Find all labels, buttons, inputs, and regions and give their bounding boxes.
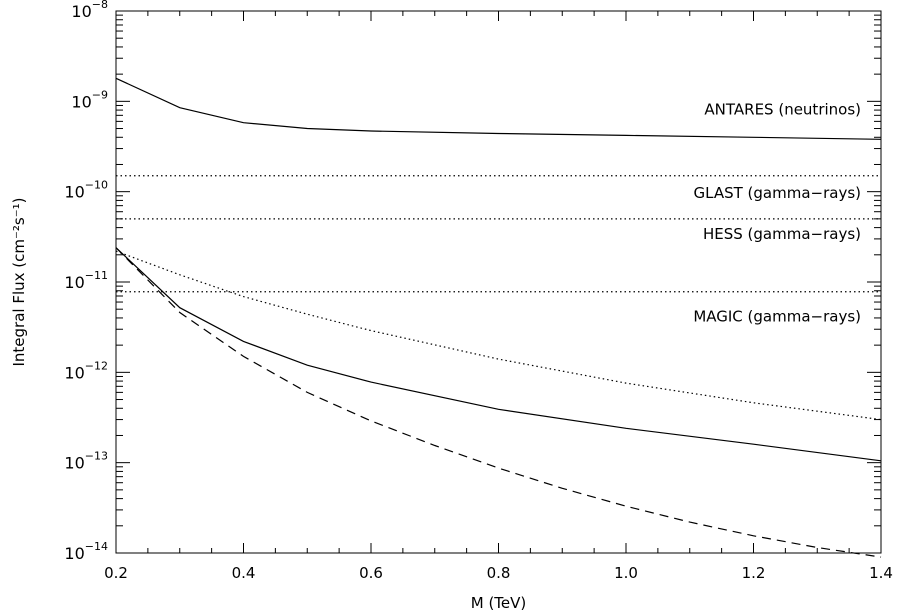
series-line-1-solid <box>115 77 882 140</box>
x-tick-label: 1.2 <box>742 564 766 582</box>
x-axis-label: M (TeV) <box>471 594 527 612</box>
series-lines <box>115 77 882 558</box>
y-tick-label: 10−8 <box>71 0 108 21</box>
series-line-4-dashed <box>115 247 882 558</box>
y-tick-label: 10−10 <box>64 179 108 202</box>
x-tick-label: 1.4 <box>869 564 893 582</box>
x-tick-label: 0.4 <box>232 564 256 582</box>
reference-lines: ANTARES (neutrinos) GLAST (gamma−rays) HES… <box>116 100 881 326</box>
x-tick-label: 0.6 <box>359 564 383 582</box>
reference-line-label: HESS (gamma−rays) <box>703 225 861 243</box>
y-axis-label: Integral Flux (cm⁻²s⁻¹) <box>10 197 28 366</box>
reference-line-label: GLAST (gamma−rays) <box>694 184 862 202</box>
y-tick-label: 10−12 <box>64 359 108 382</box>
y-tick-label: 10−13 <box>64 450 108 473</box>
plot-frame <box>115 10 882 554</box>
reference-line-label: MAGIC (gamma−rays) <box>693 308 861 326</box>
y-tick-label: 10−9 <box>71 88 108 111</box>
series-line-3-solid <box>115 247 882 462</box>
tick-labels: 0.2 0.4 0.6 0.8 1.0 1.2 1.4 10−8 10−9 10−10 10−11 1… <box>64 0 893 582</box>
y-tick-label: 10−11 <box>64 269 108 292</box>
x-tick-label: 0.8 <box>487 564 511 582</box>
x-tick-label: 0.2 <box>104 564 128 582</box>
x-tick-label: 1.0 <box>614 564 638 582</box>
reference-line-label: ANTARES (neutrinos) <box>704 100 861 118</box>
series-line-2-dotted <box>115 250 882 421</box>
y-tick-label: 10−14 <box>64 540 108 563</box>
axis-ticks <box>115 11 882 554</box>
